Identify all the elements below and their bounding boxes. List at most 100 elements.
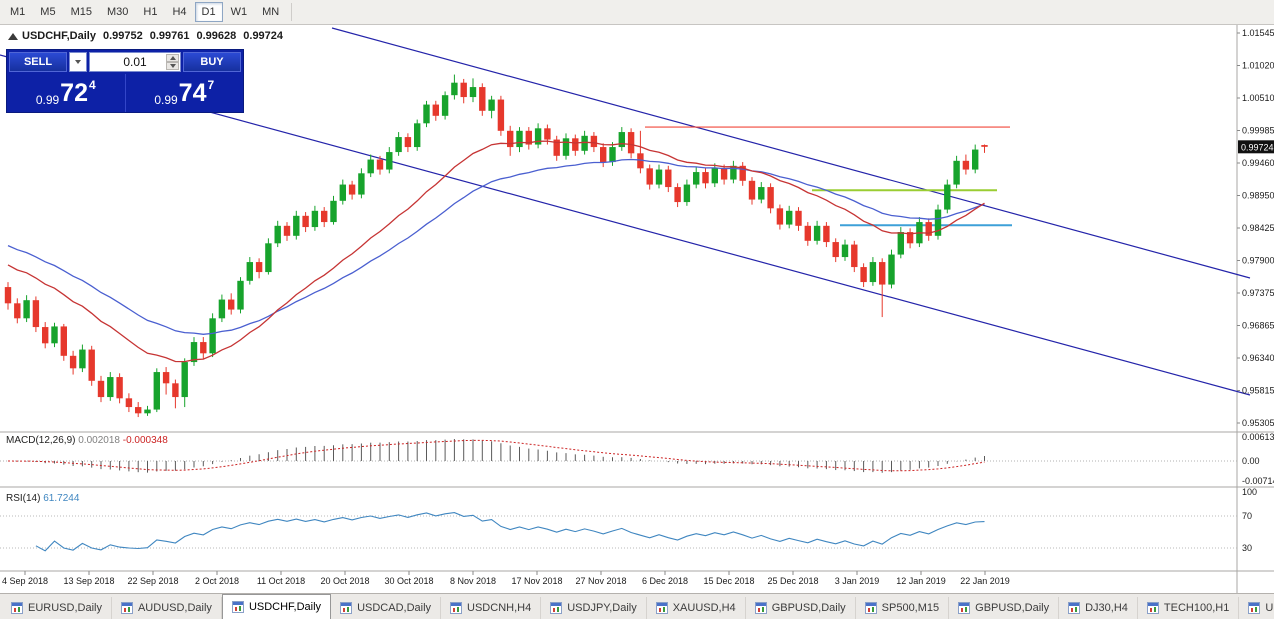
chart-tab-icon [958, 602, 971, 614]
chart-tab-gbpusd-daily[interactable]: GBPUSD,Daily [746, 597, 856, 619]
chart-tab-icon [231, 601, 244, 613]
chart-tab-icon [120, 602, 133, 614]
chart-tab-usdcad-daily[interactable]: USDCAD,Daily [331, 597, 442, 619]
chart-tab-bar: EURUSD,Daily AUDUSD,Daily USDCHF,Daily USDC… [0, 593, 1274, 619]
price-axis-label: 1.00510 [1242, 93, 1274, 103]
chart-tab-usdchf-daily[interactable]: USDCHF,Daily [221, 594, 332, 619]
lot-spinner [166, 54, 179, 70]
price-axis-label: 0.96340 [1242, 353, 1274, 363]
timeframe-button-d1[interactable]: D1 [194, 2, 223, 22]
buy-price-display[interactable]: 0.99 74 7 [126, 74, 244, 112]
chart-tab-usdjpy-daily[interactable]: USDJPY,Daily [541, 597, 647, 619]
ma-slow-line[interactable] [7, 158, 985, 335]
chart-tab-label: EURUSD,Daily [28, 602, 102, 614]
lot-decrease-button[interactable] [166, 62, 179, 70]
chart-tab-label: USDCHF,Daily [248, 601, 322, 613]
candles-layer [4, 74, 988, 418]
timeframe-button-m30[interactable]: M30 [100, 2, 135, 22]
timeframe-button-w1[interactable]: W1 [224, 2, 255, 22]
chart-tab-icon [1248, 602, 1261, 614]
date-axis-label: 25 Dec 2018 [767, 576, 818, 586]
macd-label: MACD(12,26,9) 0.002018 -0.000348 [6, 435, 168, 446]
timeframe-button-h4[interactable]: H4 [165, 2, 193, 22]
price-axis-label: 0.98425 [1242, 223, 1274, 233]
lot-size-value[interactable]: 0.01 [123, 55, 147, 69]
sell-button[interactable]: SELL [9, 52, 67, 72]
sell-price-pips: 72 [60, 79, 88, 108]
timeframe-button-mn[interactable]: MN [255, 2, 286, 22]
current-price-tag-label: 0.99724 [1241, 142, 1274, 152]
sell-price-display[interactable]: 0.99 72 4 [7, 74, 126, 112]
chart-tab-audusd-daily[interactable]: AUDUSD,Daily [112, 597, 222, 619]
chart-tab-label: USDJPY,Daily [567, 602, 637, 614]
chart-tab-tech100-h1[interactable]: TECH100,H1 [1138, 597, 1240, 619]
sell-price-point: 4 [88, 78, 96, 92]
buy-button[interactable]: BUY [183, 52, 241, 72]
date-axis-label: 2 Oct 2018 [195, 576, 239, 586]
chart-tab-label: GBPUSD,Daily [975, 602, 1050, 614]
price-axis-label: 0.95305 [1242, 418, 1274, 428]
date-axis-label: 22 Jan 2019 [960, 576, 1010, 586]
chart-tab-icon [450, 602, 463, 614]
ohlc-low: 0.99628 [196, 30, 237, 42]
price-axis-label: 1.01020 [1242, 61, 1274, 71]
timeframe-button-m5[interactable]: M5 [33, 2, 62, 22]
buy-price-pips: 74 [178, 79, 207, 108]
ohlc-close: 0.99724 [243, 30, 284, 42]
price-axis-label: 0.97375 [1242, 288, 1274, 298]
rsi-line [35, 512, 985, 552]
lot-increase-button[interactable] [166, 54, 179, 62]
chart-tab-icon [754, 602, 767, 614]
ohlc-open: 0.99752 [102, 30, 143, 42]
chart-area[interactable]: 1.01545 1.01020 1.00510 0.99985 0.99460 0.989… [0, 25, 1274, 593]
date-axis-label: 27 Nov 2018 [575, 576, 626, 586]
chart-tab-ukoil-h1[interactable]: UKOil,H1 [1239, 597, 1274, 619]
rsi-axis-label: 100 [1242, 487, 1257, 497]
timeframe-button-m15[interactable]: M15 [64, 2, 99, 22]
buy-price-point: 7 [207, 78, 215, 92]
chart-tab-usdcnh-h4[interactable]: USDCNH,H4 [441, 597, 542, 619]
macd-axis-label: 0.006137 [1242, 432, 1274, 442]
ohlc-high: 0.99761 [149, 30, 190, 42]
macd-signal-line [7, 439, 985, 472]
macd-axis-label: 0.00 [1242, 456, 1260, 466]
chart-tab-xauusd-h4[interactable]: XAUUSD,H4 [647, 597, 746, 619]
date-axis-label: 15 Dec 2018 [703, 576, 754, 586]
date-axis-label: 11 Oct 2018 [257, 576, 305, 586]
one-click-trading-panel: SELL 0.01 BUY 0.99 72 4 0.99 74 7 [6, 49, 244, 113]
chart-tab-eurusd-daily[interactable]: EURUSD,Daily [2, 597, 112, 619]
timeframe-button-m1[interactable]: M1 [3, 2, 32, 22]
ma-fast-line[interactable] [7, 140, 985, 363]
chart-tab-dj30-h4[interactable]: DJ30,H4 [1059, 597, 1138, 619]
chart-symbol-label: USDCHF,Daily [22, 30, 96, 42]
date-axis-label: 8 Nov 2018 [450, 576, 496, 586]
chart-tab-icon [864, 602, 877, 614]
chart-tab-label: USDCNH,H4 [467, 602, 532, 614]
trade-panel-prices: 0.99 72 4 0.99 74 7 [7, 74, 243, 112]
price-axis-label: 0.99985 [1242, 126, 1274, 136]
one-click-collapse-icon[interactable] [8, 33, 18, 40]
price-axis-label: 0.97900 [1242, 256, 1274, 266]
arrow-up-icon [169, 56, 176, 60]
date-axis-label: 22 Sep 2018 [127, 576, 178, 586]
date-axis-label: 12 Jan 2019 [896, 576, 946, 586]
price-axis-label: 0.95815 [1242, 386, 1274, 396]
date-axis-label: 3 Jan 2019 [835, 576, 880, 586]
lot-preset-dropdown[interactable] [69, 52, 87, 72]
chart-tab-gbpusd-daily[interactable]: GBPUSD,Daily [949, 597, 1060, 619]
chart-tab-label: XAUUSD,H4 [672, 602, 736, 614]
chart-tab-icon [1068, 602, 1081, 614]
date-axis-label: 17 Nov 2018 [511, 576, 562, 586]
chart-tab-label: TECH100,H1 [1163, 602, 1230, 614]
timeframe-button-h1[interactable]: H1 [136, 2, 164, 22]
chart-tab-sp500-m15[interactable]: SP500,M15 [856, 597, 950, 619]
date-axis-label: 13 Sep 2018 [63, 576, 114, 586]
channel-upper-trendline[interactable] [331, 27, 1251, 279]
trade-panel-controls: SELL 0.01 BUY [7, 50, 243, 74]
date-axis-label: 4 Sep 2018 [2, 576, 48, 586]
lot-size-field[interactable]: 0.01 [89, 52, 181, 72]
chart-tab-icon [655, 602, 668, 614]
rsi-axis-label: 30 [1242, 543, 1252, 553]
chart-tab-icon [1146, 602, 1159, 614]
